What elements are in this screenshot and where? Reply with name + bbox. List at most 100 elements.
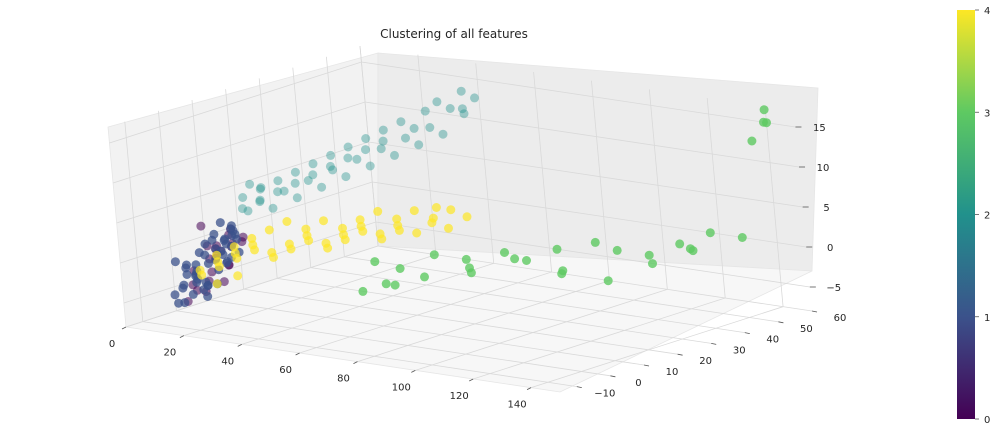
data-point-cluster-3 <box>747 136 757 146</box>
data-point-cluster-2 <box>378 136 388 146</box>
data-point-cluster-1 <box>199 285 209 295</box>
data-point-cluster-3 <box>612 245 622 255</box>
x-tick-mark <box>469 378 474 382</box>
z-axis-ticks: −5 0 5 10 15 <box>795 123 841 294</box>
data-point-cluster-2 <box>376 144 386 154</box>
data-point-cluster-4 <box>282 217 292 226</box>
colorbar-tick-label: 0 <box>984 415 990 426</box>
grid-line-y <box>292 67 745 333</box>
z-tick-label: −5 <box>826 283 841 294</box>
data-point-cluster-2 <box>409 123 419 133</box>
x-tick-mark <box>295 352 300 356</box>
data-point-cluster-3 <box>705 228 715 238</box>
y-tick-label: 60 <box>834 313 847 324</box>
y-tick-label: 50 <box>800 324 813 335</box>
data-point-cluster-2 <box>279 186 289 196</box>
data-point-cluster-2 <box>308 159 318 169</box>
data-point-cluster-3 <box>358 286 368 296</box>
data-point-cluster-3 <box>590 237 600 247</box>
data-point-cluster-3 <box>390 280 400 290</box>
data-point-cluster-2 <box>343 153 353 163</box>
x-tick-mark <box>526 387 532 391</box>
colorbar-tick-label: 1 <box>984 313 990 324</box>
data-point-cluster-4 <box>212 250 222 260</box>
data-point-cluster-4 <box>355 215 365 225</box>
data-point-cluster-4 <box>229 242 239 252</box>
x-tick-mark <box>353 361 358 365</box>
data-point-cluster-4 <box>409 206 419 216</box>
data-point-cluster-4 <box>392 214 402 224</box>
data-point-cluster-1 <box>203 292 213 301</box>
x-tick-label: 100 <box>392 382 411 393</box>
data-point-cluster-2 <box>445 104 455 113</box>
data-point-cluster-2 <box>256 183 266 193</box>
data-point-cluster-1 <box>178 283 188 293</box>
data-point-cluster-1 <box>207 235 217 245</box>
data-point-cluster-2 <box>255 195 265 205</box>
colorbar-gradient <box>957 10 975 419</box>
data-point-cluster-3 <box>759 105 769 115</box>
data-point-cluster-1 <box>192 277 202 287</box>
y-tick-label: 10 <box>666 367 679 378</box>
data-point-cluster-2 <box>325 161 335 171</box>
chart-title: Clustering of all features <box>380 27 528 41</box>
y-tick-label: −10 <box>594 389 615 400</box>
data-point-cluster-1 <box>194 248 204 258</box>
data-point-cluster-3 <box>500 248 509 257</box>
grid-line-y <box>124 121 577 387</box>
data-point-cluster-4 <box>462 212 472 222</box>
data-point-cluster-4 <box>338 223 347 233</box>
y-tick-label: 0 <box>635 378 641 389</box>
back-pane <box>377 52 819 272</box>
data-point-cluster-1 <box>215 218 225 228</box>
data-point-cluster-2 <box>290 167 300 177</box>
data-point-cluster-2 <box>378 125 388 135</box>
data-point-cluster-3 <box>465 263 474 273</box>
x-tick-label: 20 <box>164 348 177 359</box>
x-tick-label: 0 <box>109 339 115 350</box>
data-point-cluster-3 <box>675 239 685 249</box>
y-tick-mark <box>576 386 582 388</box>
data-point-cluster-3 <box>522 256 531 265</box>
data-point-cluster-2 <box>273 187 283 197</box>
colorbar: 0 1 2 3 4 <box>957 6 990 426</box>
data-point-cluster-2 <box>401 133 410 143</box>
data-point-cluster-4 <box>412 228 422 238</box>
colorbar-tick-label: 3 <box>984 108 990 119</box>
data-point-cluster-2 <box>317 182 327 192</box>
data-point-cluster-2 <box>396 117 406 127</box>
data-point-cluster-3 <box>557 269 567 279</box>
z-tick-label: 0 <box>827 243 833 254</box>
grid-line-y <box>326 56 779 323</box>
data-point-cluster-2 <box>238 193 248 202</box>
x-tick-mark <box>179 335 185 339</box>
data-point-cluster-0 <box>196 221 206 231</box>
data-point-cluster-3 <box>648 259 657 269</box>
data-point-cluster-1 <box>200 239 210 249</box>
data-point-cluster-3 <box>644 250 654 260</box>
data-point-cluster-2 <box>255 184 265 194</box>
x-tick-mark <box>121 326 127 330</box>
data-point-cluster-2 <box>292 193 302 203</box>
data-point-cluster-1 <box>182 260 191 270</box>
y-tick-mark <box>744 332 750 334</box>
data-point-cluster-2 <box>456 86 466 96</box>
x-axis-ticks: 0 20 40 60 80 100 120 140 <box>109 326 532 411</box>
data-point-cluster-0 <box>219 277 229 287</box>
data-point-cluster-2 <box>255 197 265 207</box>
data-point-cluster-1 <box>222 257 232 266</box>
y-tick-label: 20 <box>699 356 712 367</box>
grid-line-z <box>109 61 796 144</box>
x-tick-label: 40 <box>221 356 234 367</box>
y-tick-mark <box>610 375 616 378</box>
data-point-cluster-3 <box>510 254 520 264</box>
data-point-cluster-4 <box>431 203 441 212</box>
x-tick-label: 80 <box>337 374 350 385</box>
x-tick-label: 120 <box>450 391 469 402</box>
x-tick-label: 140 <box>508 400 527 411</box>
grid-line-z <box>123 221 810 304</box>
y-tick-label: 40 <box>766 335 779 346</box>
data-point-cluster-2 <box>425 123 435 132</box>
